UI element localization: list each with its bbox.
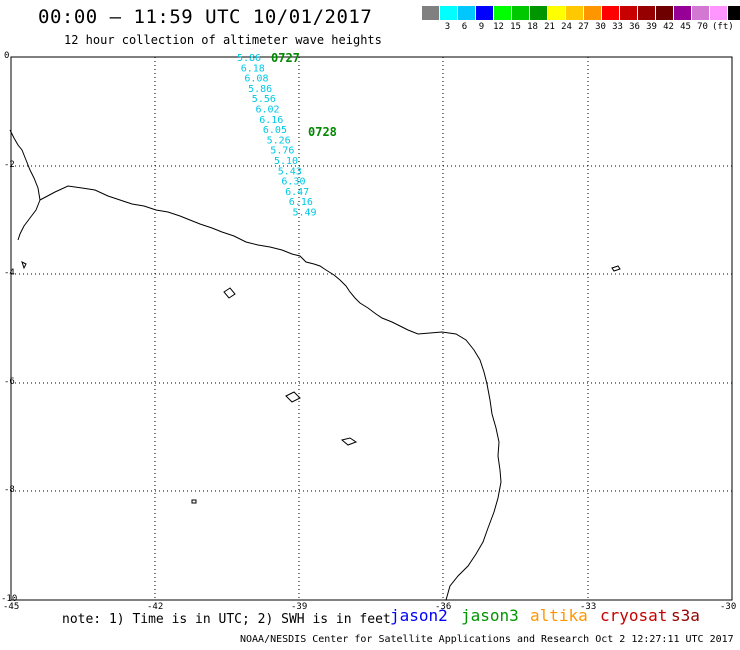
swh-value-label: 6.47 (285, 187, 309, 198)
scale-swatch (548, 6, 566, 20)
color-scale-labels: 3 6 9 12 15 18 21 24 27 30 33 36 39 42 45 70 (422, 22, 728, 32)
coastline-main (39, 185, 502, 601)
swh-value-label: 5.10 (274, 156, 298, 167)
scale-swatch (728, 6, 740, 20)
lon-tick-label: -39 (291, 602, 308, 612)
map-title: 00:00 — 11:59 UTC 10/01/2017 (38, 6, 373, 28)
lat-tick-label: -2 (4, 160, 15, 170)
swh-value-label: 5.76 (270, 146, 294, 157)
footnote: note: 1) Time is in UTC; 2) SWH is in fe… (62, 612, 391, 627)
scale-swatch (476, 6, 494, 20)
lon-tick-label: -30 (720, 602, 737, 612)
lon-tick-label: -36 (435, 602, 452, 612)
lat-tick-label: -4 (4, 268, 15, 278)
scale-label: 12 (493, 22, 504, 32)
swh-value-label: 6.05 (263, 125, 287, 136)
island-4 (191, 499, 197, 504)
scale-swatch (530, 6, 548, 20)
scale-swatch (458, 6, 476, 20)
island-3 (340, 437, 358, 446)
scale-label: 9 (478, 22, 485, 32)
scale-label: 36 (629, 22, 640, 32)
swh-value-label: 5.26 (267, 135, 291, 146)
swh-value-label: 5.43 (278, 166, 302, 177)
altimeter-track: 5.866.186.085.865.566.026.166.055.265.76… (237, 51, 337, 219)
swh-value-label: 6.08 (244, 74, 268, 85)
scale-label: 6 (461, 22, 468, 32)
scale-swatch (656, 6, 674, 20)
swh-value-label: 6.02 (256, 105, 280, 116)
scale-label: 18 (527, 22, 538, 32)
swh-value-label: 6.30 (281, 177, 305, 188)
scale-swatch (566, 6, 584, 20)
map-subtitle: 12 hour collection of altimeter wave hei… (64, 33, 382, 47)
pass-time-label: 0727 (271, 51, 300, 65)
lat-tick-label: 0 (4, 51, 10, 61)
scale-label: 45 (680, 22, 691, 32)
scale-swatch (710, 6, 728, 20)
scale-label: 3 (444, 22, 451, 32)
scale-swatch (638, 6, 656, 20)
scale-swatch (512, 6, 530, 20)
scale-swatch (602, 6, 620, 20)
scale-label: 24 (561, 22, 572, 32)
scale-label: 42 (663, 22, 674, 32)
scale-label: 30 (595, 22, 606, 32)
island-1 (223, 287, 236, 299)
scale-swatch (674, 6, 692, 20)
satellite-name: cryosat (600, 606, 668, 625)
lat-tick-label: -10 (1, 594, 18, 604)
swh-value-label: 6.16 (259, 115, 283, 126)
island-6 (21, 261, 27, 270)
coastline-nw (9, 129, 41, 241)
lon-tick-label: -42 (147, 602, 164, 612)
wave-height-color-scale (422, 6, 740, 20)
scale-swatch (422, 6, 440, 20)
scale-label: 39 (646, 22, 657, 32)
swh-value-label: 5.86 (237, 53, 261, 64)
coastline (9, 129, 621, 601)
scale-swatch (440, 6, 458, 20)
lon-tick-label: -45 (3, 602, 20, 612)
scale-swatch (620, 6, 638, 20)
lat-tick-label: -6 (4, 377, 15, 387)
scale-label: 27 (578, 22, 589, 32)
swh-value-label: 6.16 (289, 197, 313, 208)
scale-label: 15 (510, 22, 521, 32)
credit-line: NOAA/NESDIS Center for Satellite Applica… (240, 634, 734, 645)
swh-value-label: 5.86 (248, 84, 272, 95)
satellite-name: altika (530, 606, 588, 625)
satellite-name: jason3 (461, 606, 519, 625)
scale-swatch (692, 6, 710, 20)
scale-swatch (584, 6, 602, 20)
swh-value-label: 6.18 (241, 63, 265, 74)
lon-tick-label: -33 (580, 602, 597, 612)
scale-unit-label: (ft) (712, 22, 734, 32)
pass-time-label: 0728 (308, 125, 337, 139)
scale-label: 33 (612, 22, 623, 32)
island-2 (285, 391, 301, 403)
lat-tick-label: -8 (4, 485, 15, 495)
scale-label: 21 (544, 22, 555, 32)
map-frame (10, 56, 733, 601)
satellite-name: jason2 (390, 606, 448, 625)
satellite-name: s3a (671, 606, 700, 625)
scale-swatch (494, 6, 512, 20)
map-grid (11, 57, 732, 600)
island-5 (611, 265, 621, 272)
swh-value-label: 5.49 (293, 208, 317, 219)
scale-label: 70 (697, 22, 708, 32)
swh-value-label: 5.56 (252, 94, 276, 105)
